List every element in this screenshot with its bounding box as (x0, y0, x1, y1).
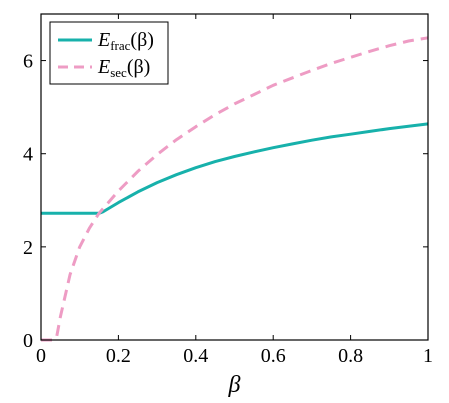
series-line-frac (41, 122, 429, 215)
plot-layer (41, 36, 429, 342)
legend-label-frac-main: E (97, 29, 110, 51)
legend-label-frac: Efrac(β) (97, 29, 154, 53)
y-tick-label: 6 (23, 51, 33, 73)
y-tick-label: 0 (23, 330, 33, 352)
y-tick-label: 4 (23, 144, 33, 166)
x-tick-label: 0.4 (183, 345, 208, 367)
x-tick-label: 0.6 (261, 345, 286, 367)
legend-label-sec-main: E (97, 56, 110, 78)
legend-box (49, 21, 169, 85)
y-tick-label: 2 (23, 237, 33, 259)
x-tick-label: 1 (423, 345, 433, 367)
series-line-sec (41, 36, 429, 342)
legend-label-sec-arg: (β) (127, 56, 151, 78)
legend: Efrac(β) Esec(β) (49, 21, 169, 85)
legend-label-frac-arg: (β) (130, 29, 154, 51)
x-tick-label: 0.2 (106, 345, 131, 367)
x-tick-label: 0 (36, 345, 46, 367)
plot-frame (40, 13, 429, 341)
legend-label-frac-sub: frac (110, 38, 130, 53)
x-tick-label: 0.8 (338, 345, 363, 367)
legend-label-sec-sub: sec (110, 65, 127, 80)
legend-label-sec: Esec(β) (97, 56, 150, 80)
x-axis-label: β (228, 372, 241, 398)
